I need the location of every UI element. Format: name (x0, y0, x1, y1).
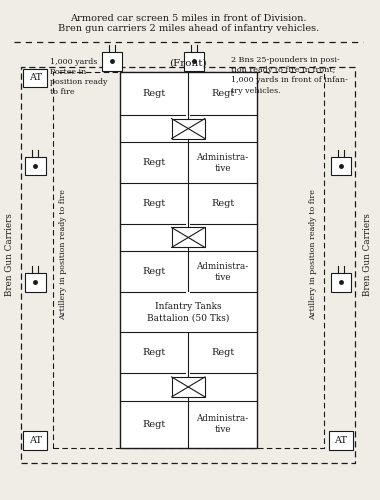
Text: Regt: Regt (211, 348, 234, 358)
Text: Administra-
tive: Administra- tive (196, 152, 249, 173)
Text: Bren Gun Carriers: Bren Gun Carriers (5, 214, 14, 296)
Text: Regt: Regt (142, 158, 166, 167)
Bar (171, 118, 205, 139)
Text: Regt: Regt (211, 89, 234, 98)
Bar (25, 272, 46, 291)
Bar (187, 292, 190, 333)
Bar (25, 156, 46, 176)
Text: Regt: Regt (142, 89, 166, 98)
Bar (329, 431, 353, 450)
Text: Regt: Regt (142, 267, 166, 276)
Text: Administra-
tive: Administra- tive (196, 262, 249, 281)
Bar (184, 52, 204, 70)
Bar (331, 272, 351, 291)
Text: AT: AT (29, 436, 42, 445)
Text: Bren gun carriers 2 miles ahead of infantry vehicles.: Bren gun carriers 2 miles ahead of infan… (58, 24, 319, 32)
Bar (171, 377, 205, 397)
Text: AT: AT (29, 74, 42, 82)
Text: 2 Bns 25-pounders in posi-
tion ready to fire in front;
1,000 yards in front of : 2 Bns 25-pounders in posi- tion ready to… (231, 56, 348, 95)
Bar (23, 68, 48, 87)
Bar (331, 156, 351, 176)
Bar (187, 224, 190, 252)
Bar (171, 228, 205, 248)
Text: Artillery in position ready to fire: Artillery in position ready to fire (309, 190, 317, 320)
Text: Regt: Regt (142, 199, 166, 208)
Bar (187, 373, 190, 401)
Bar (102, 52, 122, 70)
Text: Regt: Regt (142, 348, 166, 358)
Text: 1,000 yards
Portee in
position ready
to fire: 1,000 yards Portee in position ready to … (50, 58, 108, 96)
Bar (120, 72, 257, 448)
Text: Artillery in position ready to fire: Artillery in position ready to fire (59, 190, 67, 320)
Text: AT: AT (334, 436, 348, 445)
Text: Infantry Tanks
Battalion (50 Tks): Infantry Tanks Battalion (50 Tks) (147, 302, 230, 322)
Text: Regt: Regt (142, 420, 166, 429)
Text: Bren Gun Carriers: Bren Gun Carriers (363, 214, 372, 296)
Bar (187, 114, 190, 142)
Text: Armored car screen 5 miles in front of Division.: Armored car screen 5 miles in front of D… (70, 14, 307, 22)
Text: Administra-
tive: Administra- tive (196, 414, 249, 434)
Bar (23, 431, 48, 450)
Text: Regt: Regt (211, 199, 234, 208)
Text: (Front): (Front) (169, 58, 207, 67)
